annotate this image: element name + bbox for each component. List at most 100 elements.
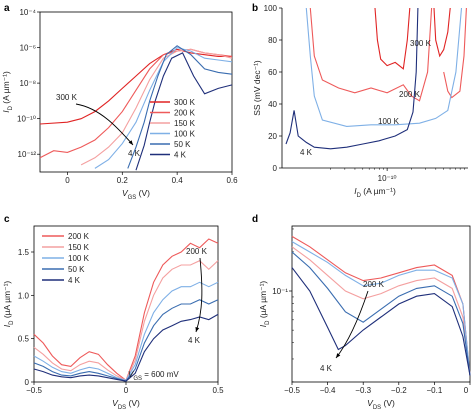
panel-c-arrow-start-label: 200 K — [186, 247, 208, 256]
panel-d-series-line-3 — [291, 251, 471, 376]
panel-b-ylabel-main: SS (mV dec — [252, 70, 262, 116]
panel-a-series-line-5 — [135, 52, 233, 171]
panel-b-ylabel: SS (mV dec⁻¹) — [252, 60, 262, 116]
panel-c-condition-sub: GS — [133, 376, 142, 382]
panel-d-xtick-label: −0.3 — [355, 386, 371, 395]
panel-c-series-line-2 — [33, 281, 219, 381]
panel-c-xlabel-unit: (V) — [126, 398, 140, 408]
panel-d-letter: d — [252, 214, 258, 225]
panel-c-condition-main: V — [128, 370, 134, 379]
panel-d-ylabel: ID (µA µm⁻¹) — [258, 281, 271, 328]
panel-c-arrow-head — [195, 327, 200, 332]
panel-c-condition: VGS = 600 mV — [128, 370, 179, 382]
panel-c-xlabel-main: V — [112, 398, 119, 408]
panel-d-xlabel-unit: (V) — [381, 398, 395, 408]
panel-d-xtick-label: −0.5 — [284, 386, 300, 395]
panel-c-arrow-line — [195, 257, 203, 333]
panel-c-legend-label: 150 K — [68, 243, 90, 252]
panel-a-xlabel-sub: GS — [128, 195, 137, 201]
panel-b-xlabel-sub: D — [357, 193, 362, 199]
panel-d-ytick-label: 10⁻¹ — [272, 287, 288, 296]
panel-d-arrow-line — [335, 290, 369, 359]
panel-b-series-line-5 — [285, 7, 419, 150]
panel-a-ylabel-sub: D — [8, 105, 14, 110]
panel-a-letter: a — [4, 3, 10, 14]
panel-a-xtick-label: 0.2 — [117, 176, 129, 185]
panel-d-frame — [291, 225, 471, 383]
panel-d-xlabel-main: V — [367, 398, 374, 408]
panel-d-xtick-label: −0.4 — [320, 386, 336, 395]
panel-a-xtick-label: 0.4 — [172, 176, 184, 185]
panel-c-xtick-label: 0.5 — [212, 386, 224, 395]
panel-a-legend-label: 100 K — [174, 130, 196, 139]
panel-d-series-line-2 — [291, 241, 471, 376]
panel-a-ytick-label: 10⁻¹⁰ — [17, 115, 36, 124]
panel-d-ylabel-unit: (µA µm⁻¹) — [258, 281, 268, 321]
panel-b-label-300k: 300 K — [410, 39, 432, 48]
panel-c-ylabel: ID (µA µm⁻¹) — [2, 281, 15, 328]
panel-c-legend-label: 200 K — [68, 232, 90, 241]
panel-a-xlabel: VGS (V) — [122, 188, 150, 201]
panel-a-ylabel: ID (A µm⁻¹) — [1, 71, 14, 113]
panel-b-series-line-0 — [374, 7, 411, 70]
panel-c-ylabel-main: I — [2, 324, 12, 327]
panel-c-xtick-label: 0 — [124, 386, 129, 395]
panel-d-xlabel: VDS (V) — [367, 398, 395, 411]
panel-c-letter: c — [4, 214, 10, 225]
panel-a-legend-label: 50 K — [174, 140, 191, 149]
panel-b-xlabel: ID (A µm⁻¹) — [354, 186, 396, 199]
panel-d-xtick-label: −0.1 — [427, 386, 443, 395]
panel-a-xtick-label: 0 — [65, 176, 70, 185]
panel-d-series-line-4 — [291, 267, 471, 376]
panel-b-series-line-4 — [305, 7, 463, 127]
panel-c-series-line-1 — [33, 260, 219, 382]
panel-a-legend-label: 4 K — [174, 151, 187, 160]
panel-a-xlabel-main: V — [122, 188, 129, 198]
panel-a-xtick-label: 0.6 — [226, 176, 238, 185]
panel-a-xlabel-unit: (V) — [136, 188, 150, 198]
panel-c-legend-label: 100 K — [68, 254, 90, 263]
panel-a-series-line-4 — [127, 45, 233, 169]
panel-a-legend-label: 200 K — [174, 109, 196, 118]
panel-b-xtick-label: 10⁻¹⁰ — [378, 174, 397, 183]
panel-b-ytick-label: 40 — [268, 100, 277, 109]
panel-d-ylabel-sub: D — [265, 320, 271, 325]
panel-c-series-line-4 — [33, 313, 219, 382]
panel-b-label-4k: 4 K — [300, 148, 313, 157]
panel-a-arrow-line — [75, 103, 134, 146]
panel-b-ytick-label: 0 — [273, 164, 278, 173]
panel-b-series-line-2 — [309, 7, 433, 102]
panel-a-arrow-end-label: 4 K — [128, 149, 141, 158]
panel-a-ytick-label: 10⁻⁶ — [20, 44, 36, 53]
panel-c-ytick-label: 0.5 — [18, 335, 30, 344]
panel-b-ytick-label: 80 — [268, 36, 277, 45]
panel-a-frame — [39, 11, 233, 173]
panel-c-xtick-label: −0.5 — [26, 386, 42, 395]
panel-d-xtick-label: 0 — [464, 386, 469, 395]
panel-c-xlabel-sub: DS — [118, 405, 126, 411]
panel-c-series-line-0 — [33, 238, 219, 382]
panel-d-series-line-0 — [291, 235, 471, 376]
panel-a-series-line-2 — [80, 48, 233, 166]
panel-b-label-200k: 200 K — [399, 90, 421, 99]
panel-d-arrow-head — [336, 353, 341, 358]
panel-a-ylabel-main: I — [1, 110, 11, 113]
panel-d-xtick-label: −0.2 — [391, 386, 407, 395]
panel-c-ylabel-unit: (µA µm⁻¹) — [2, 281, 12, 321]
panel-a-ytick-label: 10⁻⁸ — [20, 79, 37, 88]
panel-c-xlabel: VDS (V) — [112, 398, 140, 411]
panel-d-series-line-1 — [291, 246, 471, 376]
panel-d-arrow-end-label: 4 K — [320, 364, 333, 373]
panel-b-label-100k: 100 K — [378, 117, 400, 126]
panel-b-chart: b 0 20 40 60 80 100 10⁻¹⁰ ID (A µm⁻¹) SS (mV dec⁻… — [252, 3, 468, 199]
panel-a-legend-label: 300 K — [174, 98, 196, 107]
panel-d-chart: d −0.5 −0.4 −0.3 −0.2 −0.1 0 10⁻¹ VDS (V) ID (µA … — [252, 214, 471, 411]
panel-c-legend-label: 50 K — [68, 265, 85, 274]
panel-b-ytick-label: 60 — [268, 68, 277, 77]
panel-a-arrow-start-label: 300 K — [56, 93, 78, 102]
panel-a-series-line-1 — [39, 48, 233, 159]
panel-a-ytick-label: 10⁻¹² — [18, 150, 37, 159]
panel-c-arrow-end-label: 4 K — [188, 336, 201, 345]
